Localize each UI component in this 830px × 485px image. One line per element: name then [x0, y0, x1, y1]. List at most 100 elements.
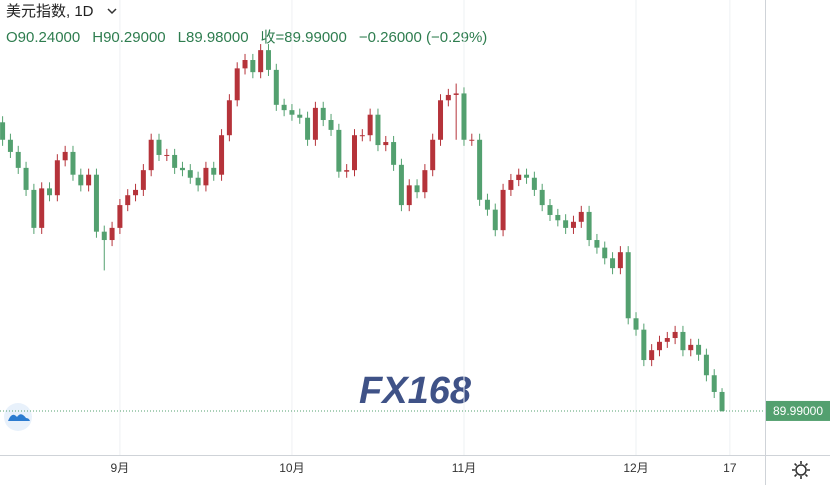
ohlc-header: O90.24000 H90.29000 L89.98000 收=89.99000 −0.…: [6, 29, 487, 46]
candle-body: [195, 177, 201, 186]
candle-body: [539, 189, 545, 206]
candle-body: [0, 122, 6, 140]
candle-body: [484, 199, 490, 210]
candle-body: [406, 185, 412, 206]
candle-body: [281, 104, 287, 111]
candle-body: [383, 142, 389, 146]
candle-body: [234, 68, 240, 101]
candle-body: [336, 129, 342, 172]
candle-body: [297, 114, 303, 118]
candle-body: [109, 227, 115, 241]
ohlc-value: L89.98000: [178, 29, 249, 46]
candle-body: [344, 170, 350, 172]
candle-body: [31, 189, 37, 228]
candle-body: [570, 221, 576, 228]
candle-body: [70, 151, 76, 175]
candle-body: [500, 189, 506, 231]
candle-body: [242, 60, 248, 69]
ohlc-value: O90.24000: [6, 29, 80, 46]
candle-body: [179, 167, 185, 171]
candle-body: [265, 50, 271, 70]
candle-body: [148, 139, 154, 171]
candle-body: [555, 214, 561, 221]
candle-body: [492, 209, 498, 231]
candle-body: [711, 375, 717, 392]
last-price-tag: [766, 400, 830, 421]
candle-body: [672, 331, 678, 339]
candle-body: [453, 93, 459, 95]
candle-body: [649, 350, 655, 361]
candle-body: [594, 240, 600, 248]
candle-body: [367, 114, 373, 136]
x-tick-label: 10月: [279, 461, 304, 475]
candle-body: [461, 93, 467, 140]
candle-body: [15, 151, 21, 168]
interval-chevron: [107, 8, 117, 15]
ohlc-value: −0.26000 (−0.29%): [359, 29, 487, 46]
candle-body: [117, 205, 123, 228]
candle-body: [156, 139, 162, 155]
ohlc-value: H90.29000: [92, 29, 165, 46]
watermark: FX168: [359, 370, 472, 412]
candle-body: [54, 160, 60, 196]
candle-body: [563, 220, 569, 228]
candle-body: [133, 189, 139, 196]
candle-body: [516, 174, 522, 181]
candle-body: [438, 100, 444, 140]
candle-body: [656, 341, 662, 351]
candle-body: [719, 391, 725, 411]
chart-title: 美元指数, 1D: [6, 3, 94, 20]
candle-body: [680, 331, 686, 351]
candle-body: [226, 100, 232, 136]
candle-body: [305, 117, 311, 140]
last-price-label: 89.99000: [773, 404, 823, 418]
candle-body: [320, 107, 326, 121]
candle-body: [422, 170, 428, 193]
x-tick-label: 17: [723, 461, 737, 475]
candle-body: [78, 174, 84, 186]
candle-body: [445, 94, 451, 101]
candle-body: [86, 174, 92, 186]
candle-body: [39, 188, 45, 228]
candle-body: [211, 167, 217, 175]
candle-body: [610, 258, 616, 269]
candle-body: [524, 174, 530, 178]
candle-body: [703, 354, 709, 376]
candle-body: [164, 154, 170, 156]
candle-body: [23, 167, 29, 190]
candle-body: [625, 252, 631, 319]
candle-body: [219, 135, 225, 175]
candle-body: [602, 247, 608, 259]
candle-body: [430, 139, 436, 171]
ohlc-value: 收=89.99000: [261, 29, 347, 46]
candle-body: [328, 120, 334, 130]
candle-body: [469, 139, 475, 141]
candle-body: [203, 167, 209, 186]
candle-body: [688, 344, 694, 351]
candle-body: [352, 135, 357, 171]
candle-body: [477, 139, 483, 200]
candle-body: [508, 180, 514, 190]
candle-body: [375, 114, 381, 146]
candle-body: [258, 50, 264, 73]
logo-icon: [4, 403, 32, 431]
x-tick-label: 11月: [452, 461, 476, 475]
settings-icon[interactable]: [792, 461, 810, 479]
candle-body: [586, 211, 592, 241]
candle-body: [289, 110, 295, 115]
x-tick-label: 9月: [111, 461, 130, 475]
candle-body: [93, 174, 99, 232]
candle-body: [633, 318, 639, 330]
candle-body: [578, 211, 584, 222]
candle-body: [312, 107, 318, 140]
candle-body: [250, 60, 256, 73]
candle-body: [47, 188, 53, 196]
candle-body: [641, 329, 647, 361]
candle-body: [664, 338, 670, 342]
candle-body: [7, 139, 13, 152]
candle-body: [414, 185, 420, 193]
candle-body: [391, 142, 397, 165]
candle-body: [547, 205, 553, 215]
